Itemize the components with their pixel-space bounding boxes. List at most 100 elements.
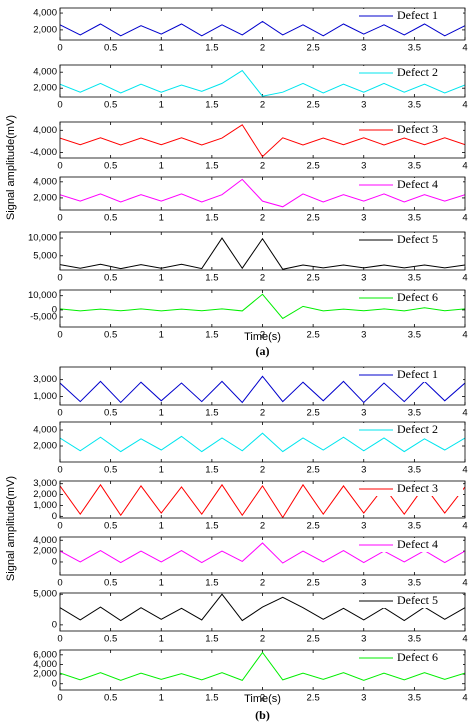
x-tick-label: 0.5: [104, 330, 117, 341]
x-tick-label: 0.5: [104, 100, 117, 111]
legend-label: Defect 5: [397, 593, 438, 607]
x-tick-label: 4: [462, 693, 467, 704]
plot-frame: [59, 480, 466, 519]
x-tick-label: 1: [159, 634, 164, 645]
x-tick-label: 3.5: [408, 273, 421, 284]
y-tick-label: 4,000: [33, 425, 57, 436]
x-tick-label: 2: [260, 330, 265, 341]
y-tick-label: 2,000: [33, 669, 57, 680]
x-tick-label: 4: [462, 408, 467, 419]
x-tick-label: 1.5: [205, 634, 218, 645]
x-tick-label: 2: [260, 578, 265, 589]
legend-box: [355, 178, 463, 192]
x-tick-label: 2.5: [307, 465, 320, 476]
plot-frame: [59, 649, 466, 691]
plot-frame: [59, 7, 466, 41]
x-tick-label: 4: [462, 161, 467, 172]
plot-frame: [59, 231, 466, 271]
x-tick-label: 0.5: [104, 408, 117, 419]
y-tick-label: 4,000: [33, 659, 57, 670]
signal-line: [60, 178, 465, 208]
x-tick-label: 2: [260, 465, 265, 476]
y-axis-label: Signal amplitude(mV): [5, 476, 17, 581]
legend-box: [355, 291, 463, 305]
x-tick-label: 2.5: [307, 578, 320, 589]
y-tick-label: 4,000: [33, 125, 57, 136]
x-tick-label: 0: [57, 43, 62, 54]
legend-box: [355, 233, 463, 247]
x-tick-label: 3: [361, 330, 366, 341]
y-tick-label: 10,000: [28, 290, 57, 301]
x-tick-label: 0: [57, 330, 62, 341]
y-tick-label: 2,000: [33, 546, 57, 557]
x-tick-label: 1: [159, 43, 164, 54]
x-tick-label: 4: [462, 213, 467, 224]
x-tick-label: 1: [159, 408, 164, 419]
x-tick-label: 1.5: [205, 693, 218, 704]
legend-label: Defect 3: [397, 122, 438, 136]
x-tick-label: 3: [361, 43, 366, 54]
x-tick-label: 2.5: [307, 213, 320, 224]
legend-box: [355, 482, 463, 496]
x-tick-label: 2: [260, 634, 265, 645]
x-tick-label: 1: [159, 100, 164, 111]
x-tick-label: 2.5: [307, 408, 320, 419]
x-tick-label: 2: [260, 43, 265, 54]
x-tick-label: 1: [159, 578, 164, 589]
legend-label: Defect 4: [397, 537, 438, 551]
plot-frame: [59, 366, 466, 406]
x-tick-label: 3: [361, 693, 366, 704]
x-tick-label: 0.5: [104, 693, 117, 704]
y-tick-label: 3,000: [33, 374, 57, 385]
x-tick-label: 4: [462, 634, 467, 645]
plot-frame: [59, 121, 466, 159]
legend-box: [355, 123, 463, 137]
plot-frame: [59, 64, 466, 98]
legend-box: [355, 66, 463, 80]
legend-box: [355, 594, 463, 608]
y-tick-label: 0: [52, 619, 57, 630]
legend-box: [355, 9, 463, 23]
x-tick-label: 2: [260, 273, 265, 284]
legend-label: Defect 4: [397, 177, 438, 191]
y-tick-label: 5,000: [33, 250, 57, 261]
x-tick-label: 0.5: [104, 521, 117, 532]
y-tick-label: 0: [52, 511, 57, 522]
y-tick-label: 0: [52, 556, 57, 567]
legend-label: Defect 6: [397, 290, 438, 304]
x-tick-label: 1: [159, 330, 164, 341]
x-tick-label: 0.5: [104, 634, 117, 645]
x-tick-label: 3: [361, 213, 366, 224]
y-tick-label: 4,000: [33, 176, 57, 187]
x-tick-label: 2.5: [307, 161, 320, 172]
x-tick-label: 3: [361, 465, 366, 476]
legend-box: [355, 651, 463, 665]
signal-line: [60, 375, 465, 404]
x-tick-label: 4: [462, 100, 467, 111]
x-tick-label: 3: [361, 408, 366, 419]
signal-line: [60, 432, 465, 453]
legend-box: [355, 538, 463, 552]
x-tick-label: 3: [361, 161, 366, 172]
x-tick-label: 2.5: [307, 634, 320, 645]
y-tick-label: 2,000: [33, 489, 57, 500]
x-tick-label: 2: [260, 161, 265, 172]
x-tick-label: 0: [57, 578, 62, 589]
y-tick-label: 1,000: [33, 500, 57, 511]
y-tick-label: 2,000: [33, 24, 57, 35]
x-tick-label: 0: [57, 408, 62, 419]
signal-line: [60, 124, 465, 158]
x-tick-label: 1: [159, 213, 164, 224]
signal-line: [60, 483, 465, 518]
x-tick-label: 1: [159, 521, 164, 532]
plot-frame: [59, 289, 466, 328]
y-tick-label: 4,000: [33, 67, 57, 78]
x-tick-label: 0: [57, 100, 62, 111]
x-tick-label: 4: [462, 273, 467, 284]
y-tick-label: -4,000: [30, 147, 57, 158]
signal-line: [60, 293, 465, 320]
plot-frame: [59, 536, 466, 576]
plot-frame: [59, 421, 466, 463]
x-tick-label: 3: [361, 578, 366, 589]
